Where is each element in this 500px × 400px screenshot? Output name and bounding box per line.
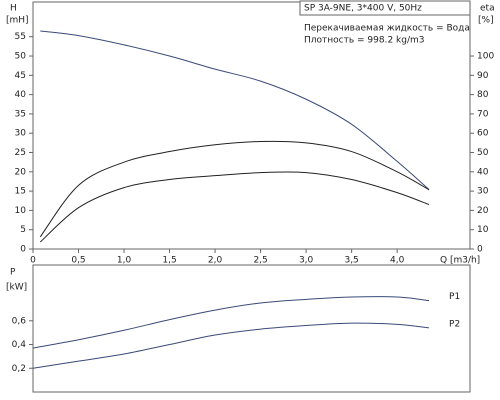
y2-axis-label: [%] [478,16,494,26]
x-tick-label: 4,0 [390,256,405,266]
y-tick-label: 20 [15,167,27,177]
y2-tick-label: 70 [477,109,489,119]
annotation: Перекачиваемая жидкость = Вода [304,24,470,34]
y2-tick-label: 10 [477,225,489,235]
curve [32,322,430,369]
y-tick-label: 35 [15,109,26,119]
y-tick-label: 5 [20,225,26,235]
annotation: Плотность = 998.2 kg/m3 [304,36,425,46]
series-label: P1 [449,292,460,302]
x-tick-label: 0 [30,256,36,266]
y-axis-label: [kW] [6,283,27,293]
y2-tick-label: 90 [477,71,489,81]
y2-tick-label: 40 [477,167,489,177]
curve [39,171,430,243]
plot-frame [32,264,471,393]
x-tick-label: 3,0 [299,256,314,266]
y-tick-label: 30 [15,129,27,139]
y-tick-label: 0,6 [12,316,27,326]
y-tick-label: 25 [15,148,26,158]
y-tick-label: 15 [15,187,26,197]
x-axis-label: Q [m3/h] [440,256,480,266]
y-axis-label: [mH] [6,16,29,26]
plot-frame [32,1,471,250]
x-tick-label: 2,0 [208,256,223,266]
y2-tick-label: 50 [477,148,489,158]
x-tick-label: 0,5 [71,256,85,266]
y-tick-label: 40 [15,90,27,100]
y2-tick-label: 60 [477,129,489,139]
y-tick-label: 45 [15,71,26,81]
x-tick-label: 3,5 [344,256,358,266]
curve [40,30,430,190]
x-tick-label: 1,5 [162,256,176,266]
y-axis-label: P [10,268,16,278]
y2-tick-label: 30 [477,187,489,197]
y-tick-label: 0,4 [12,340,27,350]
model-box [299,0,471,16]
series-label: P2 [449,319,460,329]
y2-tick-label: 0 [477,245,483,255]
y-tick-label: 0 [20,245,26,255]
model-label: SP 3A-9NE, 3*400 V, 50Hz [304,4,422,14]
y-axis-label: H [10,4,17,14]
y2-tick-label: 20 [477,206,489,216]
y2-tick-label: 100 [477,52,494,62]
y2-tick-label: 80 [477,90,489,100]
y-tick-label: 55 [15,32,26,42]
x-tick-label: 1,0 [117,256,132,266]
y2-axis-label: eta [480,4,495,14]
y-tick-label: 0,2 [12,364,26,374]
y-tick-label: 10 [15,206,27,216]
y-tick-label: 50 [15,52,27,62]
x-tick-label: 2,5 [253,256,267,266]
curve [39,140,430,238]
curve [32,296,430,349]
